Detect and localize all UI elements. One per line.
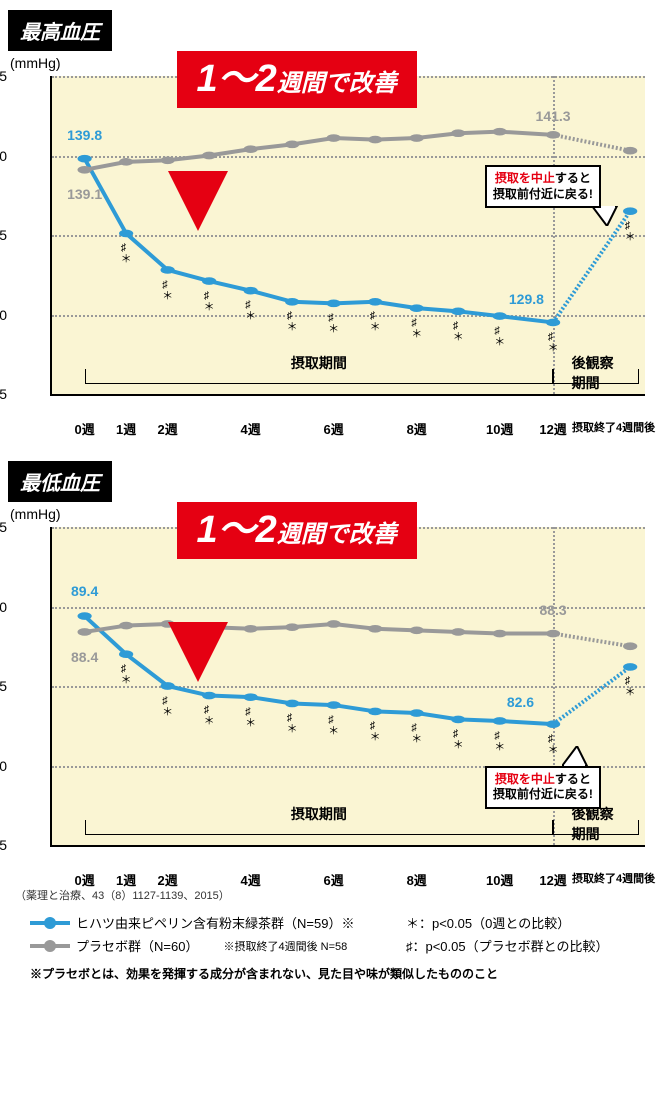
x-tick-label: 1週: [116, 419, 136, 438]
x-tick-label: 8週: [407, 870, 427, 889]
legend-sig-star: ＊：p<0.05（0週との比較）: [406, 913, 640, 932]
significance-marker: ♯＊: [411, 723, 422, 745]
chart-title: 最高血圧: [8, 10, 112, 51]
value-label: 141.3: [536, 108, 571, 124]
value-label: 129.8: [509, 291, 544, 307]
legend-sig-hash: ♯：p<0.05（プラセボ群との比較）: [406, 936, 640, 955]
value-label: 139.1: [67, 186, 102, 202]
significance-marker: ♯＊: [548, 734, 559, 756]
significance-marker: ♯＊: [370, 721, 381, 743]
chart-panel: 最高血圧(mmHg)1251301351401450週1週2週4週6週8週10週…: [0, 10, 670, 396]
discontinue-callout: 摂取を中止すると摂取前付近に戻る!: [485, 165, 601, 208]
callout-tail: [592, 206, 622, 226]
improvement-banner: 1～2週間で改善: [177, 51, 417, 109]
x-tick-label: 12週: [539, 419, 566, 438]
chart-panel: 最低血圧(mmHg)75808590950週1週2週4週6週8週10週12週摂取…: [0, 461, 670, 847]
x-tick-label: 4週: [241, 419, 261, 438]
significance-marker: ♯＊: [121, 243, 132, 265]
chart-plot-area: 1251301351401450週1週2週4週6週8週10週12週摂取終了4週間…: [50, 76, 645, 396]
value-label: 88.4: [71, 649, 98, 665]
x-tick-label: 10週: [486, 870, 513, 889]
significance-marker: ♯＊: [162, 280, 173, 302]
y-tick-label: 80: [0, 758, 7, 774]
significance-marker: ♯＊: [245, 707, 256, 729]
significance-marker: ♯＊: [494, 731, 505, 753]
value-label: 82.6: [507, 694, 534, 710]
x-tick-label: 6週: [324, 870, 344, 889]
significance-marker: ♯＊: [328, 313, 339, 335]
legend: ヒハツ由来ピペリン含有粉末緑茶群（N=59）※ ＊：p<0.05（0週との比較） プ…: [30, 913, 640, 955]
value-label: 139.8: [67, 127, 102, 143]
x-tick-label: 摂取終了4週間後: [572, 870, 655, 886]
y-tick-label: 75: [0, 837, 7, 853]
significance-marker: ♯＊: [453, 729, 464, 751]
significance-marker: ♯＊: [548, 332, 559, 354]
y-tick-label: 135: [0, 227, 7, 243]
x-tick-label: 12週: [539, 870, 566, 889]
value-label: 89.4: [71, 583, 98, 599]
x-tick-label: 0週: [74, 419, 94, 438]
chart-plot-area: 75808590950週1週2週4週6週8週10週12週摂取終了4週間後♯＊♯＊…: [50, 527, 645, 847]
x-tick-label: 2週: [158, 419, 178, 438]
placebo-footnote: ※プラセボとは、効果を発揮する成分が含まれない、見た目や味が類似したもののこと: [30, 965, 640, 982]
x-tick-label: 2週: [158, 870, 178, 889]
improvement-banner: 1～2週間で改善: [177, 502, 417, 560]
y-tick-label: 145: [0, 68, 7, 84]
value-label: 88.3: [539, 602, 566, 618]
banner-arrow: [168, 171, 228, 231]
x-tick-label: 4週: [241, 870, 261, 889]
x-tick-label: 1週: [116, 870, 136, 889]
significance-marker: ♯＊: [453, 321, 464, 343]
significance-marker: ♯＊: [287, 713, 298, 735]
significance-marker: ♯＊: [494, 326, 505, 348]
y-tick-label: 85: [0, 678, 7, 694]
significance-marker: ♯＊: [328, 715, 339, 737]
banner-arrow: [168, 622, 228, 682]
x-tick-label: 0週: [74, 870, 94, 889]
y-tick-label: 140: [0, 148, 7, 164]
legend-placebo: プラセボ群（N=60） ※摂取終了4週間後 N=58: [30, 936, 386, 955]
y-tick-label: 130: [0, 307, 7, 323]
x-tick-label: 10週: [486, 419, 513, 438]
x-tick-label: 摂取終了4週間後: [572, 419, 655, 435]
y-tick-label: 125: [0, 386, 7, 402]
significance-marker: ♯＊: [204, 705, 215, 727]
chart-title: 最低血圧: [8, 461, 112, 502]
y-tick-label: 95: [0, 519, 7, 535]
significance-marker: ♯＊: [204, 291, 215, 313]
significance-marker: ♯＊: [287, 311, 298, 333]
significance-marker: ♯＊: [625, 221, 636, 243]
legend-treatment: ヒハツ由来ピペリン含有粉末緑茶群（N=59）※: [30, 913, 386, 932]
x-tick-label: 8週: [407, 419, 427, 438]
y-tick-label: 90: [0, 599, 7, 615]
significance-marker: ♯＊: [162, 696, 173, 718]
callout-tail: [562, 746, 592, 766]
significance-marker: ♯＊: [245, 300, 256, 322]
significance-marker: ♯＊: [121, 664, 132, 686]
discontinue-callout: 摂取を中止すると摂取前付近に戻る!: [485, 766, 601, 809]
significance-marker: ♯＊: [411, 318, 422, 340]
source-citation: （薬理と治療、43（8）1127-1139、2015）: [15, 887, 655, 903]
significance-marker: ♯＊: [370, 311, 381, 333]
significance-marker: ♯＊: [625, 676, 636, 698]
x-tick-label: 6週: [324, 419, 344, 438]
